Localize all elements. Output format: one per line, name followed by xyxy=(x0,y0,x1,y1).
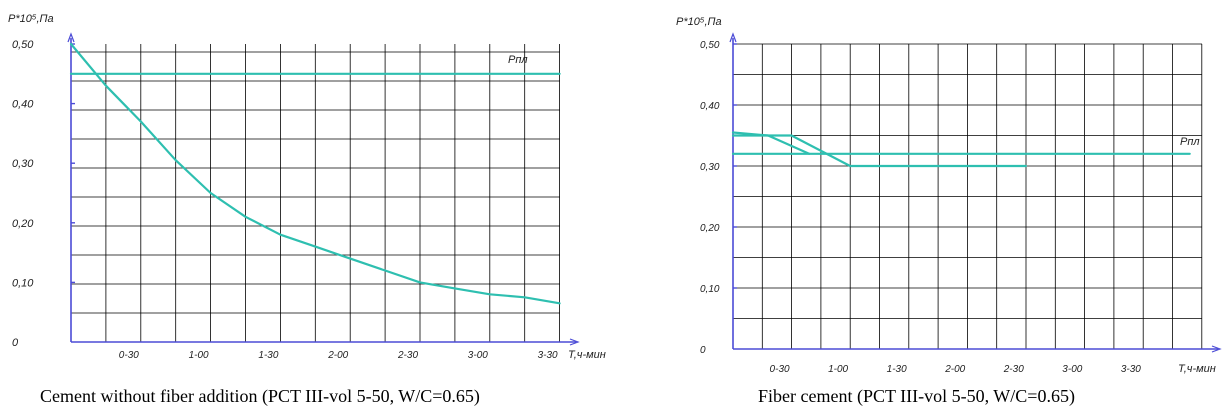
y-tick-label: 0,40 xyxy=(700,101,720,112)
y-tick-label: 0 xyxy=(12,337,19,349)
x-tick-label: 1-30 xyxy=(258,350,278,361)
y-tick-label: 0,20 xyxy=(12,218,34,230)
series-label-rpl: Рпл xyxy=(508,54,528,66)
x-tick-label: 3-00 xyxy=(468,350,488,361)
x-tick-label: 0-30 xyxy=(119,350,139,361)
y-axis-arrow xyxy=(729,32,737,43)
caption-left: Cement without fiber addition (PCT III-v… xyxy=(40,386,480,406)
y-tick-label: 0,40 xyxy=(12,99,34,111)
chart-left: 0 0,10 0,20 0,30 0,40 0,50 0-30 1-00 1-30 2-00 2-3… xyxy=(0,0,616,380)
x-tick-label: 3-30 xyxy=(1121,364,1141,375)
chart-left-svg: 0 0,10 0,20 0,30 0,40 0,50 0-30 1-00 1-30 2-00 2-3… xyxy=(8,13,606,361)
chart-right: 0 0,10 0,20 0,30 0,40 0,50 0-30 1-00 1-30 2-00 2-3… xyxy=(616,0,1232,380)
y-axis-arrow xyxy=(67,32,75,43)
series-line-2 xyxy=(731,131,811,155)
y-tick-label: 0,30 xyxy=(700,162,720,173)
series-label-rpl: Рпл xyxy=(1180,136,1200,148)
y-tick-label: 0 xyxy=(700,345,706,356)
x-tick-label: 2-00 xyxy=(944,364,965,375)
caption-right: Fiber cement (PCT III-vol 5-50, W/C=0.65… xyxy=(758,386,1075,406)
x-axis-arrow xyxy=(1211,345,1222,353)
chart-right-svg: 0 0,10 0,20 0,30 0,40 0,50 0-30 1-00 1-30 2-00 2-3… xyxy=(676,16,1222,375)
y-tick-label: 0,50 xyxy=(700,40,720,51)
y-tick-label: 0,10 xyxy=(12,277,34,289)
x-tick-label: 1-00 xyxy=(189,350,209,361)
x-tick-label: 2-00 xyxy=(327,350,348,361)
y-tick-label: 0,10 xyxy=(700,284,720,295)
y-tick-label: 0,20 xyxy=(700,223,720,234)
x-axis-label: T,ч-мин xyxy=(1178,363,1216,375)
y-tick-label: 0,30 xyxy=(12,158,34,170)
x-tick-label: 2-30 xyxy=(397,350,418,361)
x-tick-label: 3-00 xyxy=(1062,364,1082,375)
x-axis-label: T,ч-мин xyxy=(568,349,606,361)
x-tick-label: 1-30 xyxy=(887,364,907,375)
x-tick-label: 2-30 xyxy=(1003,364,1024,375)
x-axis-arrow xyxy=(569,338,580,346)
y-axis-label: P*10⁵,Па xyxy=(8,13,54,25)
x-tick-label: 3-30 xyxy=(538,350,558,361)
y-tick-label: 0,50 xyxy=(12,39,34,51)
x-tick-label: 0-30 xyxy=(770,364,790,375)
x-tick-label: 1-00 xyxy=(828,364,848,375)
series-line-1 xyxy=(69,42,561,305)
y-axis-label: P*10⁵,Па xyxy=(676,16,722,28)
